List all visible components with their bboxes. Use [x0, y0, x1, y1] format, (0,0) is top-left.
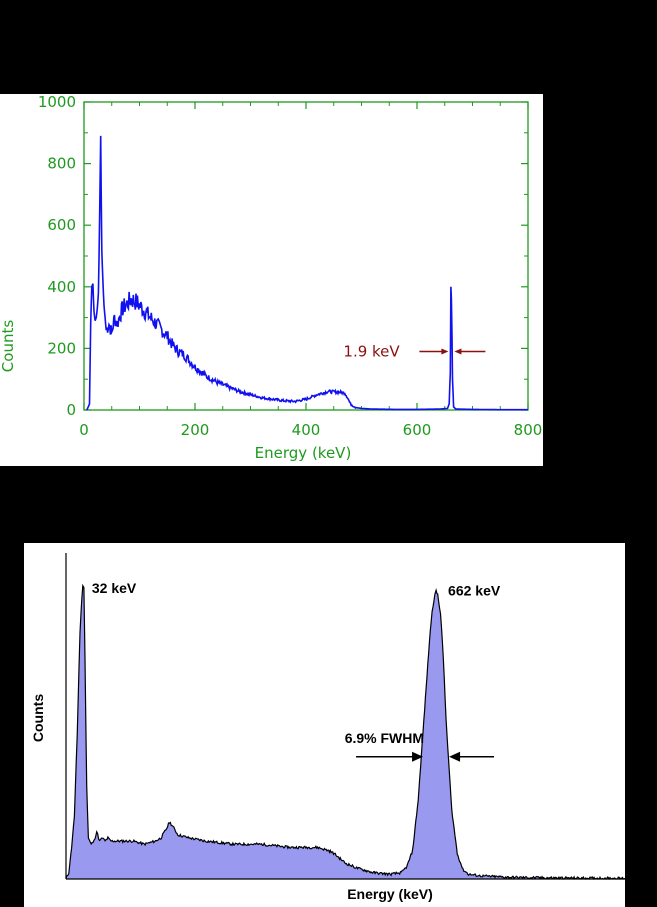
bottom-y-axis-label: Counts [30, 694, 46, 742]
bottom-spectrum-panel: 32 keV 662 keV 6.9% FWHM Energy (keV) Co… [24, 543, 625, 907]
top-x-tick-label: 0 [79, 421, 89, 439]
top-x-tick-label: 600 [403, 421, 432, 439]
top-y-tick-label: 0 [66, 401, 76, 419]
top-fwhm-annotation: 1.9 keV [343, 342, 486, 360]
top-x-axis-label: Energy (keV) [255, 444, 352, 462]
top-y-tick-label: 800 [47, 155, 76, 173]
top-fwhm-arrow-right-head [454, 348, 462, 355]
top-fwhm-label: 1.9 keV [343, 342, 400, 360]
top-spectrum-panel: 0 200 400 600 800 0 200 400 600 800 1000 1.9 keV E… [0, 94, 543, 466]
peak-32kev-label: 32 keV [92, 580, 137, 596]
bottom-x-axis-label: Energy (keV) [347, 886, 433, 902]
top-x-tick-label: 800 [514, 421, 543, 439]
bottom-spectrum-area [66, 585, 625, 879]
top-x-tick-label: 400 [292, 421, 321, 439]
top-spectrum-chart: 0 200 400 600 800 0 200 400 600 800 1000 1.9 keV E… [0, 94, 543, 462]
top-fwhm-arrow-left-head [441, 348, 449, 355]
top-y-tick-label: 1000 [38, 94, 76, 111]
fwhm-arrow-left-head [412, 751, 424, 762]
bottom-spectrum-line [65, 583, 625, 881]
top-spectrum-line [86, 135, 528, 411]
top-axes [83, 101, 529, 411]
fwhm-arrow-right-head [449, 751, 461, 762]
top-y-axis-label: Counts [0, 320, 17, 373]
top-x-tick-label: 200 [181, 421, 210, 439]
top-y-tick-label: 600 [47, 216, 76, 234]
top-y-tick-label: 400 [47, 278, 76, 296]
top-y-tick-label: 200 [47, 339, 76, 357]
bottom-spectrum-chart: 32 keV 662 keV 6.9% FWHM Energy (keV) Co… [30, 553, 625, 902]
peak-662kev-label: 662 keV [448, 582, 501, 598]
top-tick-labels: 0 200 400 600 800 0 200 400 600 800 1000 [38, 94, 543, 439]
fwhm-label: 6.9% FWHM [345, 730, 424, 746]
top-plot-frame [83, 101, 529, 411]
